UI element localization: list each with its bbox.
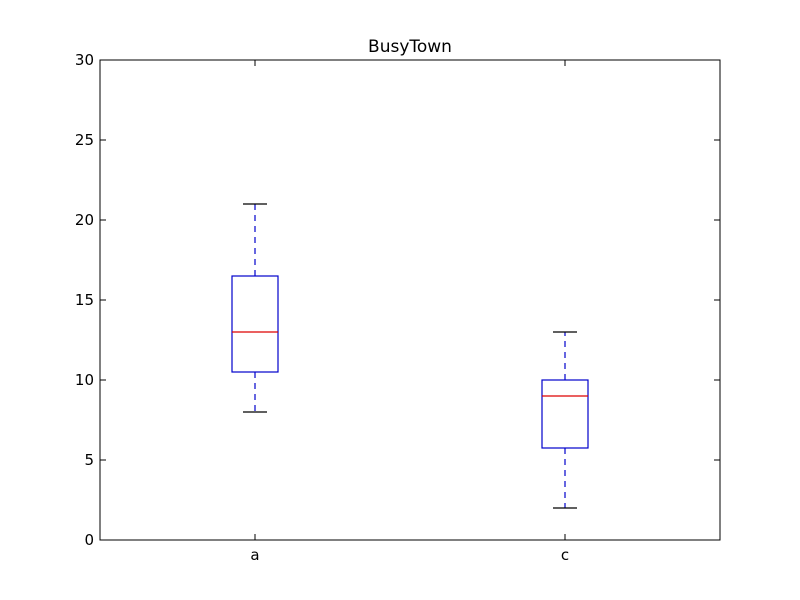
y-tick-label: 5 bbox=[84, 451, 94, 469]
box-c bbox=[541, 331, 589, 509]
x-tick-label: a bbox=[250, 546, 259, 564]
plot-marks bbox=[231, 203, 589, 509]
y-tick-label: 0 bbox=[84, 531, 94, 549]
plot-frame bbox=[99, 59, 721, 541]
axes-layer: 0 5 10 15 20 25 30 a c bbox=[75, 51, 721, 564]
iqr-box bbox=[231, 275, 279, 373]
y-tick-label: 10 bbox=[75, 371, 94, 389]
x-tick-label: c bbox=[561, 546, 569, 564]
y-tick-label: 15 bbox=[75, 291, 94, 309]
box-a bbox=[231, 203, 279, 413]
iqr-box bbox=[541, 379, 589, 449]
y-tick-label: 25 bbox=[75, 131, 94, 149]
y-tick-label: 30 bbox=[75, 51, 94, 69]
chart-title: BusyTown bbox=[368, 37, 452, 57]
y-tick-label: 20 bbox=[75, 211, 94, 229]
